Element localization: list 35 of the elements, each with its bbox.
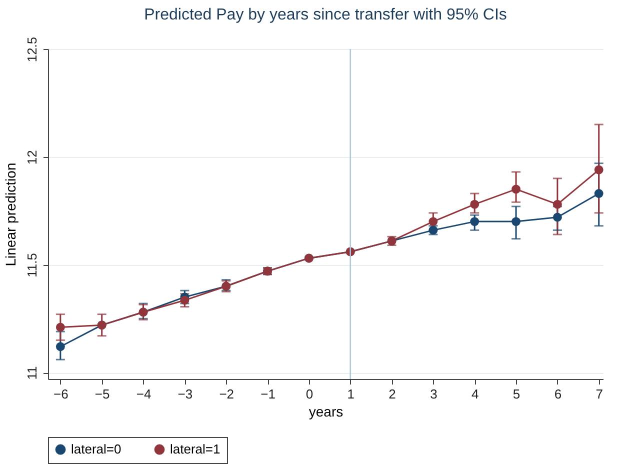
x-axis-title: years <box>308 404 344 420</box>
point <box>594 165 604 174</box>
x-tick-label: −4 <box>136 386 152 402</box>
chart-title: Predicted Pay by years since transfer with 95% CIs <box>144 6 507 24</box>
y-tick-label: 11 <box>24 366 40 380</box>
x-tick-label: 0 <box>306 386 314 402</box>
point <box>552 212 562 222</box>
point <box>180 296 190 305</box>
x-tick-label: −2 <box>219 386 234 402</box>
x-tick-label: −5 <box>94 386 110 402</box>
y-tick-label: 11.5 <box>24 253 40 278</box>
x-tick-label: 6 <box>554 386 562 402</box>
point <box>470 200 480 209</box>
x-tick-label: 1 <box>347 386 354 402</box>
point <box>594 189 604 198</box>
point <box>512 217 520 226</box>
legend-label: lateral=1 <box>170 442 220 457</box>
x-tick-label: 4 <box>471 386 479 402</box>
x-tick-label: −6 <box>54 386 68 402</box>
x-tick-label: −1 <box>260 386 276 402</box>
point <box>428 217 438 226</box>
y-tick-label: 12 <box>24 150 40 165</box>
point <box>56 322 65 332</box>
x-tick-label: −3 <box>178 386 193 402</box>
x-tick-label: 2 <box>388 386 396 402</box>
point <box>470 217 480 226</box>
point <box>56 342 65 352</box>
x-tick-label: 3 <box>430 386 438 402</box>
x-tick-label: 5 <box>512 386 520 402</box>
point <box>512 184 520 194</box>
y-axis-title: Linear prediction <box>2 162 18 266</box>
x-tick-label: 7 <box>596 386 603 402</box>
y-tick-label: 12.5 <box>24 36 40 62</box>
point <box>552 200 562 209</box>
legend-label: lateral=0 <box>71 442 122 457</box>
